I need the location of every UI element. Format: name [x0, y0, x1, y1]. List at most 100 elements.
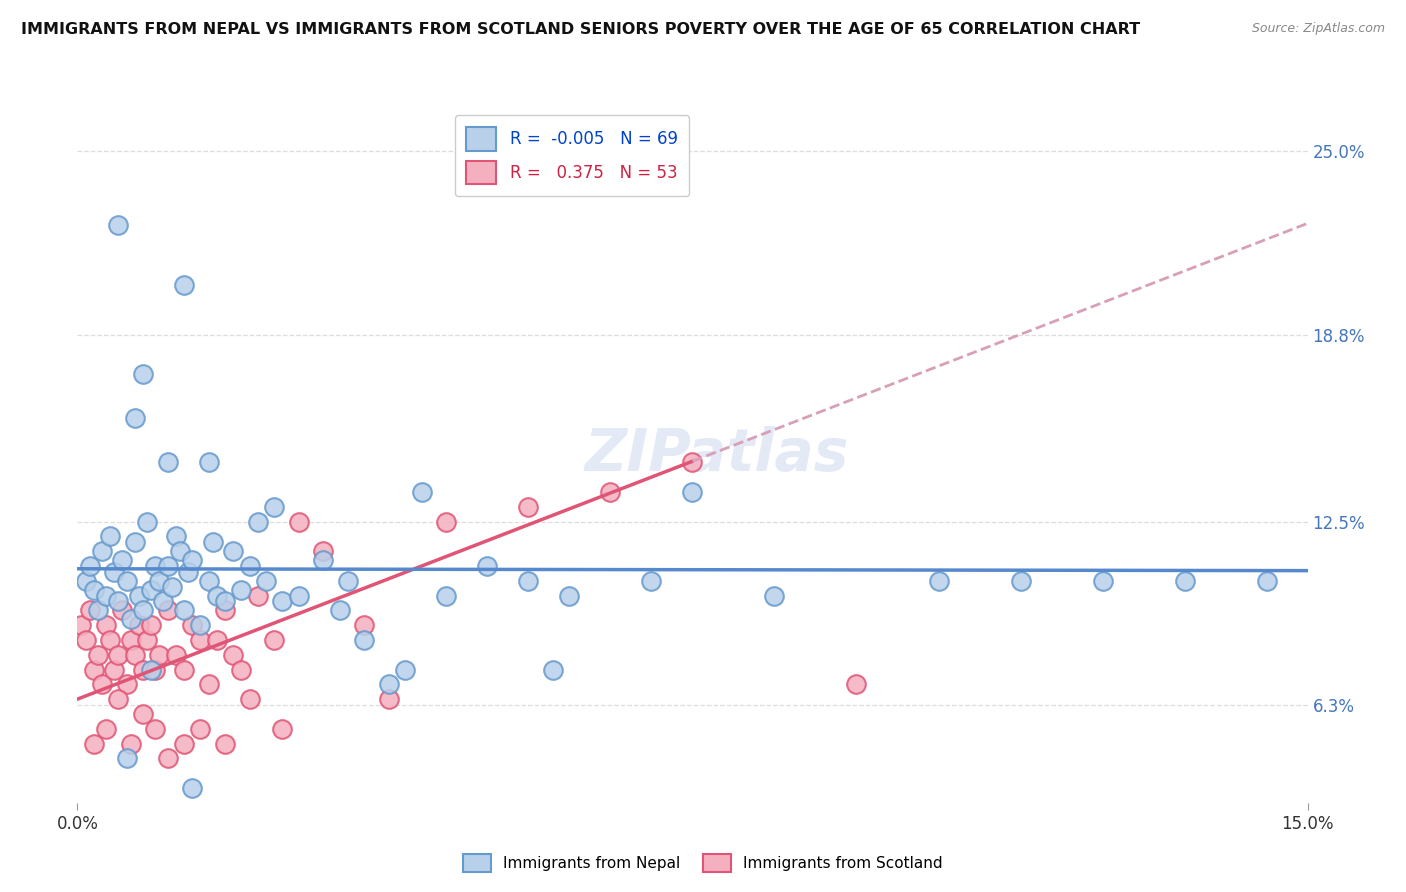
Point: [132, 367, 155, 381]
Point: [79, 603, 101, 617]
Point: [181, 780, 204, 795]
Point: [188, 632, 212, 647]
Point: [214, 603, 236, 617]
Point: [288, 515, 311, 529]
Point: [87, 603, 110, 617]
Point: [103, 663, 125, 677]
Point: [394, 663, 416, 677]
Point: [173, 603, 195, 617]
Point: [103, 565, 125, 579]
Point: [98, 632, 121, 647]
Point: [111, 553, 134, 567]
Point: [928, 574, 950, 588]
Point: [136, 515, 159, 529]
Point: [120, 737, 142, 751]
Point: [124, 535, 146, 549]
Point: [214, 594, 236, 608]
Point: [132, 663, 155, 677]
Point: [1091, 574, 1114, 588]
Point: [541, 663, 564, 677]
Point: [136, 632, 159, 647]
Point: [197, 677, 219, 691]
Point: [148, 648, 170, 662]
Point: [156, 455, 179, 469]
Point: [353, 618, 375, 632]
Point: [115, 574, 138, 588]
Point: [79, 558, 101, 573]
Legend: R =  -0.005   N = 69, R =   0.375   N = 53: R = -0.005 N = 69, R = 0.375 N = 53: [454, 115, 689, 196]
Point: [436, 515, 458, 529]
Point: [90, 544, 114, 558]
Point: [124, 648, 146, 662]
Point: [231, 582, 253, 597]
Point: [141, 582, 163, 597]
Point: [222, 648, 245, 662]
Point: [173, 277, 195, 292]
Point: [181, 618, 204, 632]
Point: [94, 589, 117, 603]
Point: [160, 580, 183, 594]
Point: [558, 589, 581, 603]
Point: [263, 632, 285, 647]
Point: [517, 574, 540, 588]
Point: [148, 574, 170, 588]
Point: [254, 574, 277, 588]
Point: [165, 529, 187, 543]
Point: [1256, 574, 1278, 588]
Point: [436, 589, 458, 603]
Point: [90, 677, 114, 691]
Point: [169, 544, 191, 558]
Point: [83, 663, 105, 677]
Point: [128, 589, 150, 603]
Point: [271, 594, 294, 608]
Point: [156, 603, 179, 617]
Point: [111, 603, 134, 617]
Point: [682, 484, 704, 499]
Point: [271, 722, 294, 736]
Point: [205, 632, 228, 647]
Point: [156, 751, 179, 765]
Point: [246, 589, 269, 603]
Point: [197, 574, 219, 588]
Point: [1174, 574, 1197, 588]
Point: [312, 544, 335, 558]
Point: [75, 574, 97, 588]
Point: [107, 692, 129, 706]
Text: Source: ZipAtlas.com: Source: ZipAtlas.com: [1251, 22, 1385, 36]
Point: [682, 455, 704, 469]
Point: [312, 553, 335, 567]
Point: [222, 544, 245, 558]
Point: [75, 632, 97, 647]
Point: [107, 648, 129, 662]
Point: [599, 484, 621, 499]
Point: [378, 692, 401, 706]
Point: [165, 648, 187, 662]
Point: [353, 632, 375, 647]
Point: [132, 706, 155, 721]
Point: [173, 663, 195, 677]
Point: [94, 618, 117, 632]
Point: [517, 500, 540, 514]
Point: [197, 455, 219, 469]
Point: [214, 737, 236, 751]
Legend: Immigrants from Nepal, Immigrants from Scotland: Immigrants from Nepal, Immigrants from S…: [456, 846, 950, 880]
Point: [239, 692, 262, 706]
Point: [143, 663, 166, 677]
Point: [337, 574, 360, 588]
Point: [143, 722, 166, 736]
Point: [1010, 574, 1032, 588]
Point: [120, 632, 142, 647]
Point: [477, 558, 499, 573]
Point: [120, 612, 142, 626]
Point: [640, 574, 662, 588]
Point: [83, 582, 105, 597]
Point: [177, 565, 200, 579]
Point: [107, 594, 129, 608]
Point: [763, 589, 786, 603]
Point: [87, 648, 110, 662]
Point: [188, 618, 212, 632]
Text: ZIPatlas: ZIPatlas: [585, 426, 849, 483]
Point: [246, 515, 269, 529]
Point: [70, 618, 93, 632]
Point: [239, 558, 262, 573]
